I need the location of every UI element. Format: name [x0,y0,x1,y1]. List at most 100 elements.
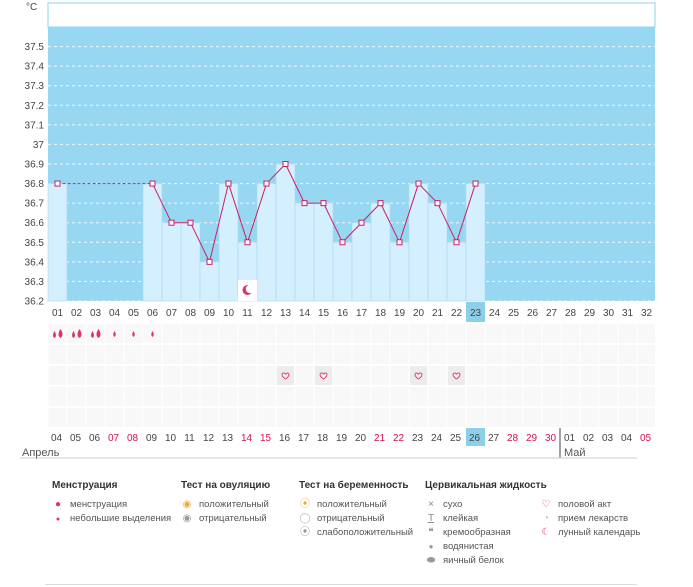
today-highlight [466,428,485,446]
calendar-date-labels: 04 05 06 07 08 09 10 11 12 13 14 15 16 17 18 19 20 21 22 23… [51,428,651,446]
cycle-day-label: 25 [508,308,520,319]
month-label-april: Апрель [22,447,60,459]
line-segment [266,163,286,184]
cycle-day-label: 27 [546,308,558,319]
line-segment [399,183,419,243]
egg-white-icon: ⬬ [426,555,436,566]
temperature-point [339,239,346,246]
calendar-date-label: 07 [108,433,120,444]
heart-cell [448,366,465,385]
cycle-day-label: 28 [565,308,577,319]
temperature-bar [199,261,220,302]
temperature-bar [47,183,68,302]
temperature-point [168,219,175,226]
calendar-date-label: 19 [336,433,348,444]
calendar-date-label: 18 [317,433,329,444]
cycle-day-label: 21 [432,308,444,319]
pregnancy-positive-icon: ⦿ [300,499,310,510]
legend-bottom-rule [45,584,637,585]
cycle-day-label: 13 [280,308,292,319]
temperature-point [54,180,61,187]
cycle-day-label: 30 [603,308,615,319]
sticky-icon: T [427,513,435,524]
menstruation-drop-icon [77,329,82,338]
cycle-day-label: 24 [489,308,501,319]
temperature-point [320,200,327,207]
calendar-date-label: 10 [165,433,177,444]
temperature-point [377,200,384,207]
menstruation-drop-icon [72,331,75,338]
calendar-date-label: 03 [602,433,614,444]
temperature-point [187,219,194,226]
y-tick-label: 37.1 [25,120,45,131]
legend-item-ovulation-negative: ◉ отрицательный [182,513,267,524]
legend-menstruation: Менструация ● менструация ● небольшие выде… [52,480,171,526]
cycle-day-label: 07 [166,308,178,319]
heart-icon [414,372,423,380]
calendar-date-label: 24 [431,433,443,444]
y-tick-label: 36.5 [25,238,45,249]
calendar-date-label: 17 [298,433,310,444]
spotting-drop-icon [113,331,116,337]
line-segment [418,183,438,204]
legend-item-egg-white: ⬬ яичный белок [426,555,504,566]
current-day-highlight [466,302,485,322]
y-axis-ticks: 37.5 37.4 37.3 37.2 37.1 37 36.9 36.8 36.7 36.6 36… [25,42,45,307]
legend-ovulation: Тест на овуляцию ◉ положительный ◉ отрицат… [181,480,270,526]
cycle-day-label: 17 [356,308,368,319]
cycle-day-label: 15 [318,308,330,319]
calendar-date-label: 27 [488,433,500,444]
y-tick-label: 37.5 [25,42,45,53]
pill-icon: ◔ [542,513,550,524]
moon-cutout [245,284,255,294]
legend-item-creamy: ❝ кремообразная [425,526,547,540]
cycle-day-label: 02 [71,308,83,319]
y-tick-label: 36.9 [25,160,45,171]
calendar-date-label: 05 [70,433,82,444]
y-tick-label: 36.4 [25,257,45,268]
temperature-point [453,239,460,246]
cycle-day-label: 14 [299,308,311,319]
legend-item-pregnancy-positive: ⦿ положительный [300,499,387,510]
drop-small-icon: ● [55,516,61,523]
temperature-chart: °C 37.5 37.4 37.3 37.2 37.1 37 36.9 36.8 36.7 36.… [20,2,657,459]
calendar-date-label: 08 [127,433,139,444]
heart-icon: ♡ [541,499,551,510]
month-label-may: Май [564,447,586,459]
menstruation-drop-icon [91,331,94,338]
temperature-point [206,258,213,265]
y-tick-label: 37 [33,140,45,151]
grid-lines [48,46,655,302]
calendar-date-label: 20 [355,433,367,444]
menstruation-drop-icon [96,329,101,338]
temperature-point [358,219,365,226]
calendar-date-label: 15 [260,433,272,444]
temperature-point [415,180,422,187]
heart-icon [281,372,290,380]
cycle-day-label: 31 [622,308,634,319]
legend-item-pregnancy-weak: ⦿ слабоположительный [300,527,414,538]
line-segment [380,202,400,243]
line-segment [456,183,476,243]
temperature-bar [408,183,429,302]
cycle-day-label: 10 [223,308,235,319]
calendar-date-label: 13 [222,433,234,444]
temperature-bar [218,183,239,302]
line-segment [323,202,343,243]
legend-item-lunar: ☾ лунный календарь [541,527,641,538]
calendar-date-label: 04 [621,433,633,444]
legend-item-dry: × сухо [425,498,547,512]
dry-icon: × [428,499,434,510]
temperature-bar [389,241,410,302]
calendar-date-label: 21 [374,433,386,444]
cycle-day-label: 23 [470,308,482,319]
cycle-day-label: 03 [90,308,102,319]
cycle-day-label: 08 [185,308,197,319]
y-tick-label: 36.2 [25,297,45,308]
ovulation-negative-icon: ◉ [182,513,192,524]
temperature-point [301,200,308,207]
temperature-point [282,161,289,167]
moon-icon: ☾ [541,527,551,538]
